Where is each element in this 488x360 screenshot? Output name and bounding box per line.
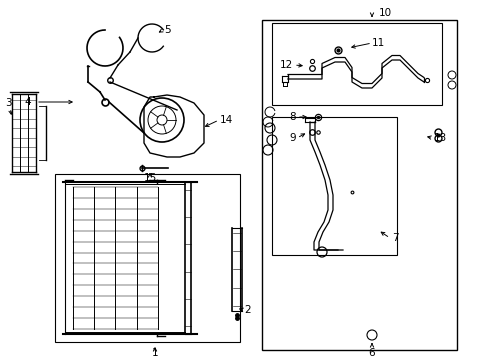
Bar bbox=[271, 117, 396, 255]
Text: 1: 1 bbox=[151, 348, 158, 358]
Text: 8: 8 bbox=[289, 112, 295, 122]
Text: 5: 5 bbox=[163, 25, 170, 35]
Text: 10: 10 bbox=[378, 8, 391, 18]
Text: 14: 14 bbox=[220, 115, 233, 125]
Bar bbox=[55, 174, 240, 342]
Text: 9: 9 bbox=[289, 133, 295, 143]
Text: 3: 3 bbox=[5, 98, 11, 108]
Text: 11: 11 bbox=[371, 38, 385, 48]
Text: 6: 6 bbox=[368, 348, 375, 358]
Text: 12: 12 bbox=[279, 60, 292, 70]
Text: 7: 7 bbox=[391, 233, 398, 243]
Bar bbox=[271, 23, 441, 105]
Text: 15: 15 bbox=[143, 173, 156, 183]
Bar bbox=[262, 20, 456, 350]
Text: 2: 2 bbox=[244, 305, 250, 315]
Text: 4: 4 bbox=[24, 97, 31, 107]
Text: 13: 13 bbox=[433, 133, 447, 143]
